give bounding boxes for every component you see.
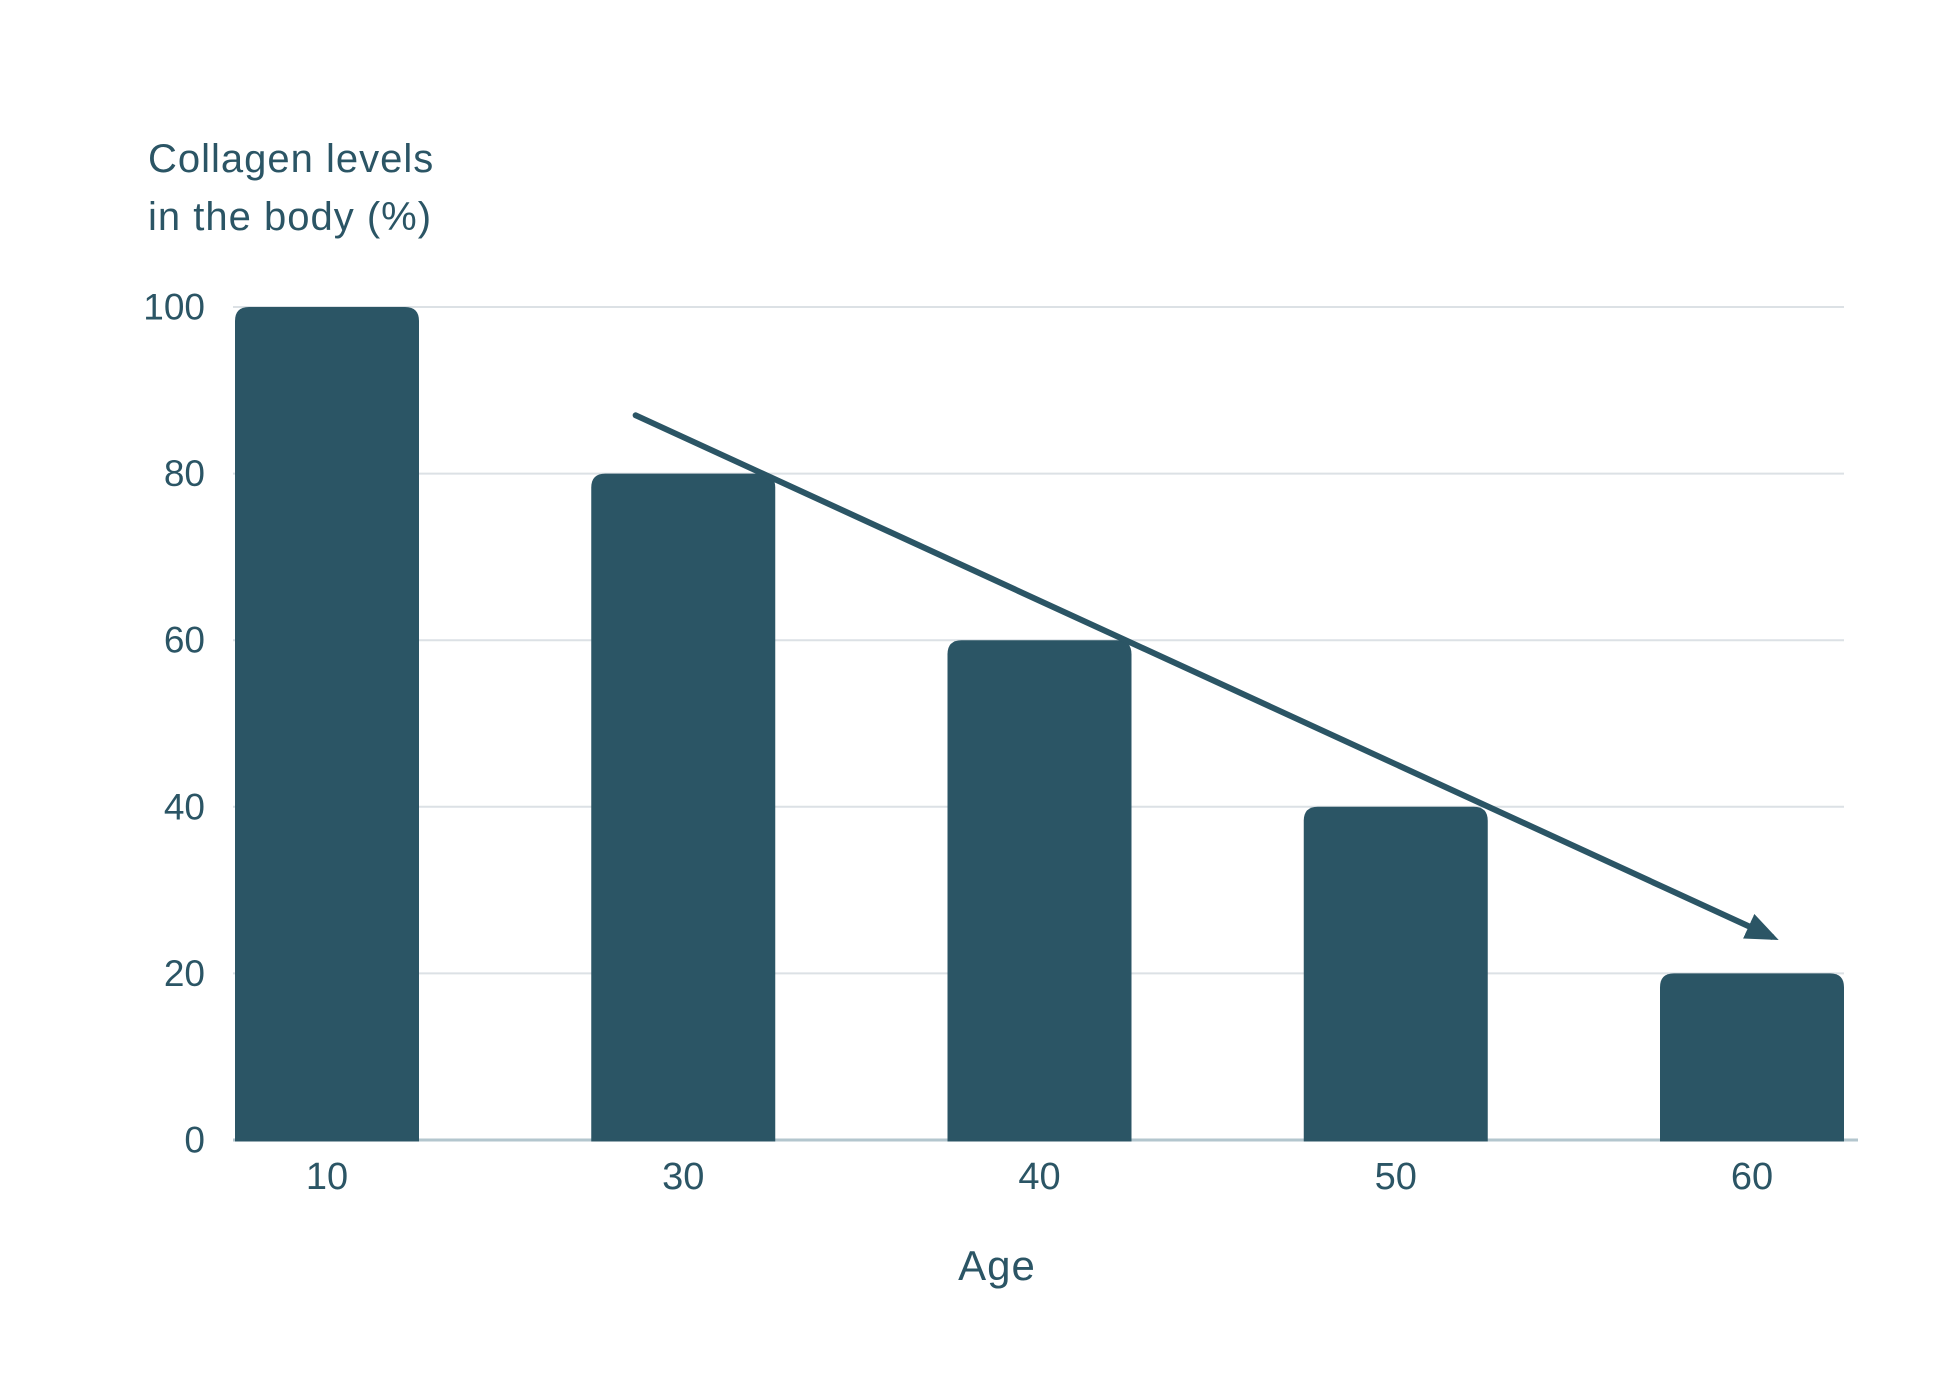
x-tick-label-50: 50: [1375, 1156, 1417, 1198]
chart-title-line-1: Collagen levels: [148, 137, 435, 181]
trend-arrow: [632, 412, 1779, 941]
y-tick-label-0: 0: [184, 1120, 205, 1161]
bar-age-50: [1303, 806, 1488, 1142]
bar-age-40: [947, 640, 1132, 1142]
bar-age-10: [235, 307, 419, 1142]
y-tick-label-80: 80: [164, 453, 205, 494]
y-tick-label-20: 20: [164, 953, 205, 994]
chart-title-line-2: in the body (%): [148, 195, 433, 239]
x-axis-label: Age: [958, 1242, 1036, 1289]
y-tick-label-60: 60: [164, 620, 205, 661]
x-tick-label-30: 30: [662, 1156, 704, 1198]
y-tick-label-40: 40: [164, 786, 205, 827]
bar-age-30: [591, 473, 776, 1142]
y-tick-label-100: 100: [143, 287, 205, 328]
x-tick-label-60: 60: [1731, 1156, 1773, 1198]
x-tick-label-10: 10: [306, 1156, 348, 1198]
bar-age-60: [1660, 973, 1844, 1142]
chart-title: Collagen levels in the body (%): [148, 130, 434, 246]
x-tick-label-40: 40: [1018, 1156, 1060, 1198]
